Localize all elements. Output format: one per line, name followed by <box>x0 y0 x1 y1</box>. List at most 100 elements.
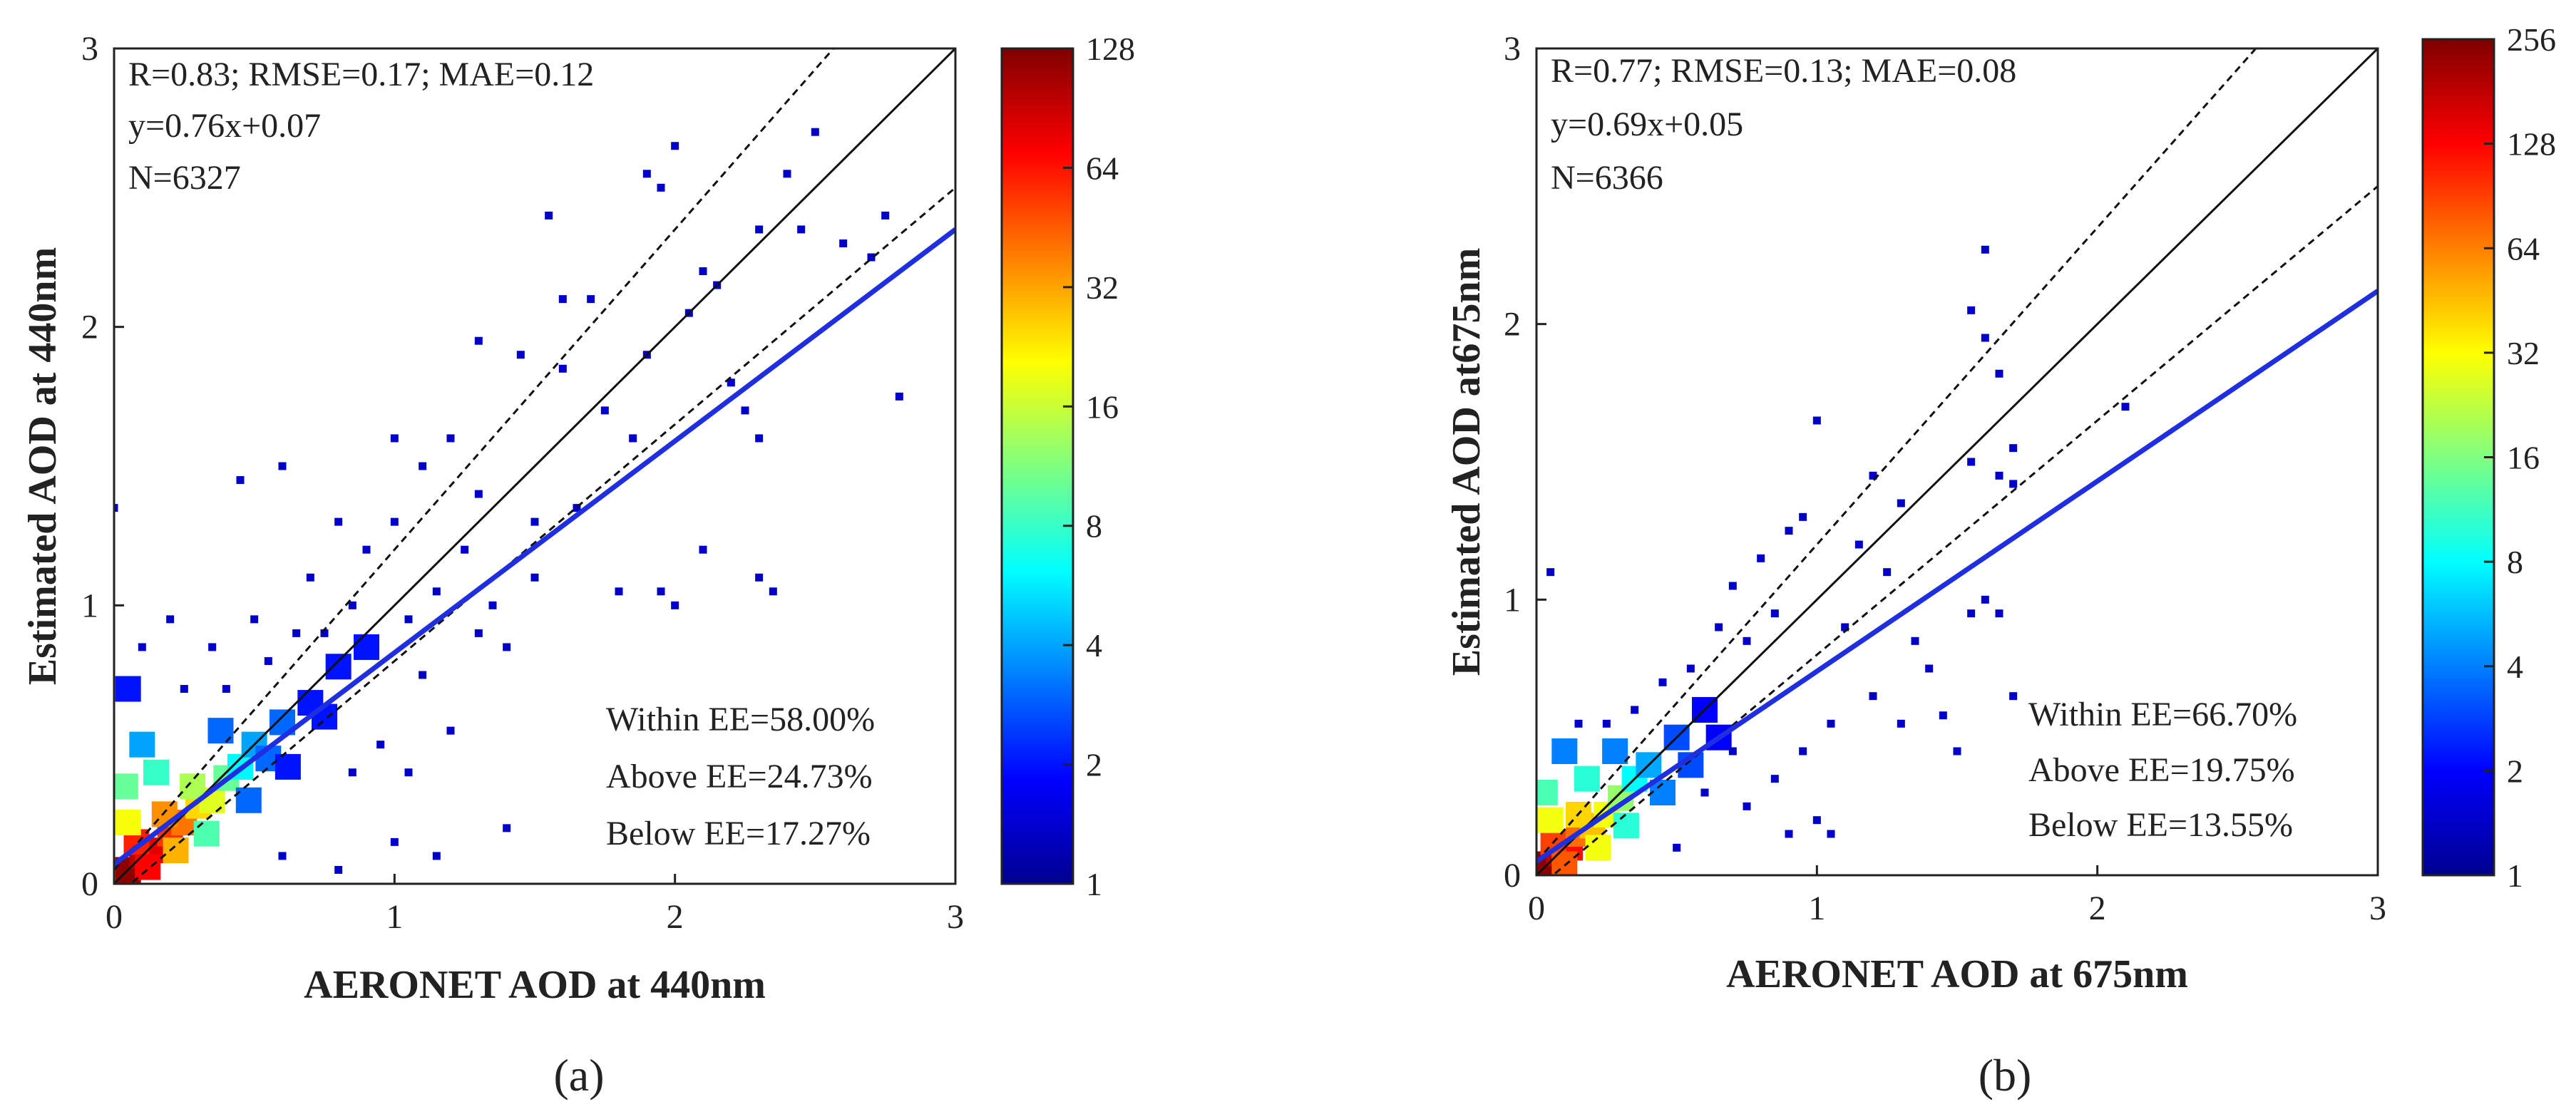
scatter-point <box>446 434 455 443</box>
colorbar-tick-label: 32 <box>1086 269 1119 306</box>
scatter-point <box>769 587 777 596</box>
scatter-point <box>1728 582 1737 590</box>
scatter-point <box>1700 788 1709 797</box>
density-cell <box>207 718 234 744</box>
scatter-point <box>1812 816 1821 825</box>
density-cell <box>163 837 189 864</box>
scatter-point <box>867 253 876 262</box>
scatter-point <box>671 601 679 609</box>
scatter-point <box>1854 540 1863 549</box>
scatter-point <box>741 406 749 415</box>
scatter-point <box>1812 416 1821 425</box>
panel-label-b: (b) <box>1979 1050 2032 1100</box>
one-to-one-line-a <box>114 48 955 884</box>
colorbar-a <box>1000 47 1074 885</box>
scatter-point <box>699 267 707 276</box>
scatter-point <box>839 239 848 247</box>
ee-upper-line-a <box>114 48 835 871</box>
y-tick-label: 1 <box>81 587 98 624</box>
scatter-point <box>180 685 188 693</box>
scatter-point <box>1967 306 1976 314</box>
scatter-point <box>222 685 230 693</box>
colorbar-tick-label: 4 <box>1086 627 1102 664</box>
density-cell <box>1602 738 1628 764</box>
density-cell <box>325 654 351 680</box>
y-tick-label: 0 <box>1504 857 1521 894</box>
ee-below-b: Below EE=13.55% <box>2028 806 2293 844</box>
colorbar-tick-label: 2 <box>1086 747 1102 783</box>
scatter-point <box>1841 623 1849 631</box>
scatter-point <box>348 601 356 609</box>
scatter-point <box>1602 719 1611 728</box>
scatter-point <box>306 573 314 582</box>
scatter-point <box>671 142 679 150</box>
x-ticks-a: 0 1 2 3 <box>106 874 964 936</box>
stat-line-3-a: N=6327 <box>128 159 241 197</box>
x-tick-label: 3 <box>947 898 964 936</box>
scatter-point <box>1743 802 1751 810</box>
y-tick-label: 2 <box>81 309 98 346</box>
scatter-point <box>1799 512 1807 521</box>
scatter-point <box>1715 623 1723 631</box>
scatter-point <box>1981 334 1989 342</box>
scatter-point <box>334 865 343 874</box>
scatter-point <box>1897 719 1905 728</box>
scatter-point <box>1995 369 2003 378</box>
scatter-point <box>404 615 413 624</box>
scatter-point <box>1897 499 1905 507</box>
scatter-point <box>362 545 371 554</box>
scatter-point <box>390 517 399 526</box>
density-cell <box>1585 835 1611 861</box>
scatter-point <box>811 128 819 136</box>
scatter-point <box>1967 458 1976 466</box>
y-axis-title-b: Estimated AOD at675nm <box>1444 248 1489 676</box>
panel-label-a: (a) <box>553 1050 604 1100</box>
colorbar-b <box>2421 38 2495 877</box>
scatter-point <box>474 629 483 637</box>
scatter-point <box>503 824 511 832</box>
scatter-point <box>1883 568 1892 577</box>
y-tick-label: 0 <box>81 865 98 903</box>
scatter-point <box>783 170 791 178</box>
x-ticks-b: 0 1 2 3 <box>1528 865 2386 927</box>
fit-line-a <box>114 227 955 867</box>
scatter-point <box>797 225 806 234</box>
scatter-point <box>432 587 441 596</box>
scatter-point <box>1827 830 1835 838</box>
scatter-point <box>881 211 890 220</box>
colorbar-tick-label: 64 <box>1086 150 1119 186</box>
scatter-point <box>699 545 707 554</box>
scatter-point <box>895 392 903 401</box>
scatter-point <box>657 587 665 596</box>
scatter-point <box>461 545 469 554</box>
scatter-point <box>629 434 637 443</box>
density-cell <box>143 759 169 785</box>
stat-line-2-a: y=0.76x+0.07 <box>128 107 321 145</box>
x-axis-title-a: AERONET AOD at 440nm <box>304 963 766 1007</box>
scatter-point <box>2009 480 2018 488</box>
scatter-point <box>1869 471 1877 480</box>
colorbar-tick-label: 8 <box>1086 508 1102 545</box>
colorbar-tick-label: 16 <box>1086 388 1119 425</box>
scatter-point <box>1953 747 1961 756</box>
scatter-point <box>755 573 764 582</box>
scatter-point <box>615 587 623 596</box>
scatter-point <box>404 768 413 777</box>
y-ticks-a: 0 1 2 3 <box>81 30 124 903</box>
y-tick-label: 3 <box>81 30 98 68</box>
scatter-point <box>2121 403 2130 411</box>
density-cell <box>114 773 138 800</box>
scatter-point <box>1799 747 1807 756</box>
plot-frame-a <box>113 47 957 885</box>
plot-frame-b <box>1535 47 2379 877</box>
y-tick-label: 3 <box>1504 30 1521 68</box>
stat-line-2-b: y=0.69x+0.05 <box>1551 105 1743 143</box>
density-cell <box>115 810 141 836</box>
density-cell <box>193 820 220 847</box>
scatter-point <box>474 490 483 498</box>
scatter-point <box>1995 471 2003 480</box>
scatter-point <box>138 643 146 651</box>
scatter-point <box>166 615 175 624</box>
scatter-point <box>1925 664 1934 673</box>
scatter-point <box>390 434 399 443</box>
